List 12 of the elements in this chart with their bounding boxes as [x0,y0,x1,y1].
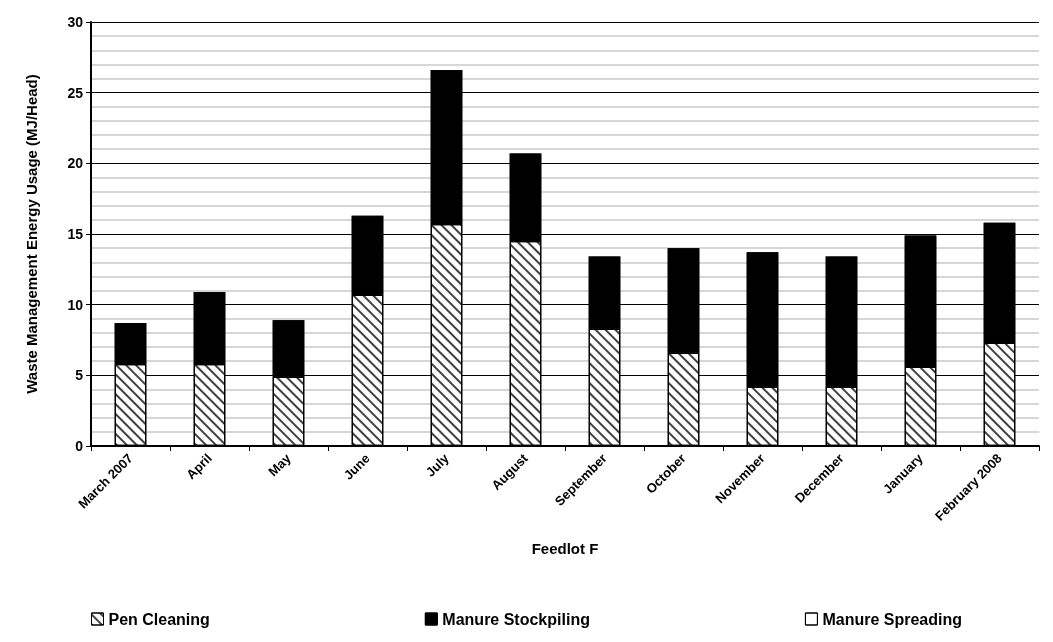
y-axis-title: Waste Management Energy Usage (MJ/Head) [23,74,40,394]
y-tick-label: 30 [67,14,84,30]
legend-label: Manure Spreading [822,610,962,628]
y-tick-label: 5 [75,367,84,384]
y-tick-label: 10 [67,296,84,313]
y-tick-label: 20 [67,155,84,172]
y-tick-label: 25 [67,84,84,101]
y-tick-label: 0 [75,438,84,454]
x-axis-title: Feedlot F [531,540,599,557]
legend-label: Manure Stockpiling [442,610,590,628]
legend-label: Pen Cleaning [108,610,210,628]
y-tick-label: 15 [67,226,84,242]
